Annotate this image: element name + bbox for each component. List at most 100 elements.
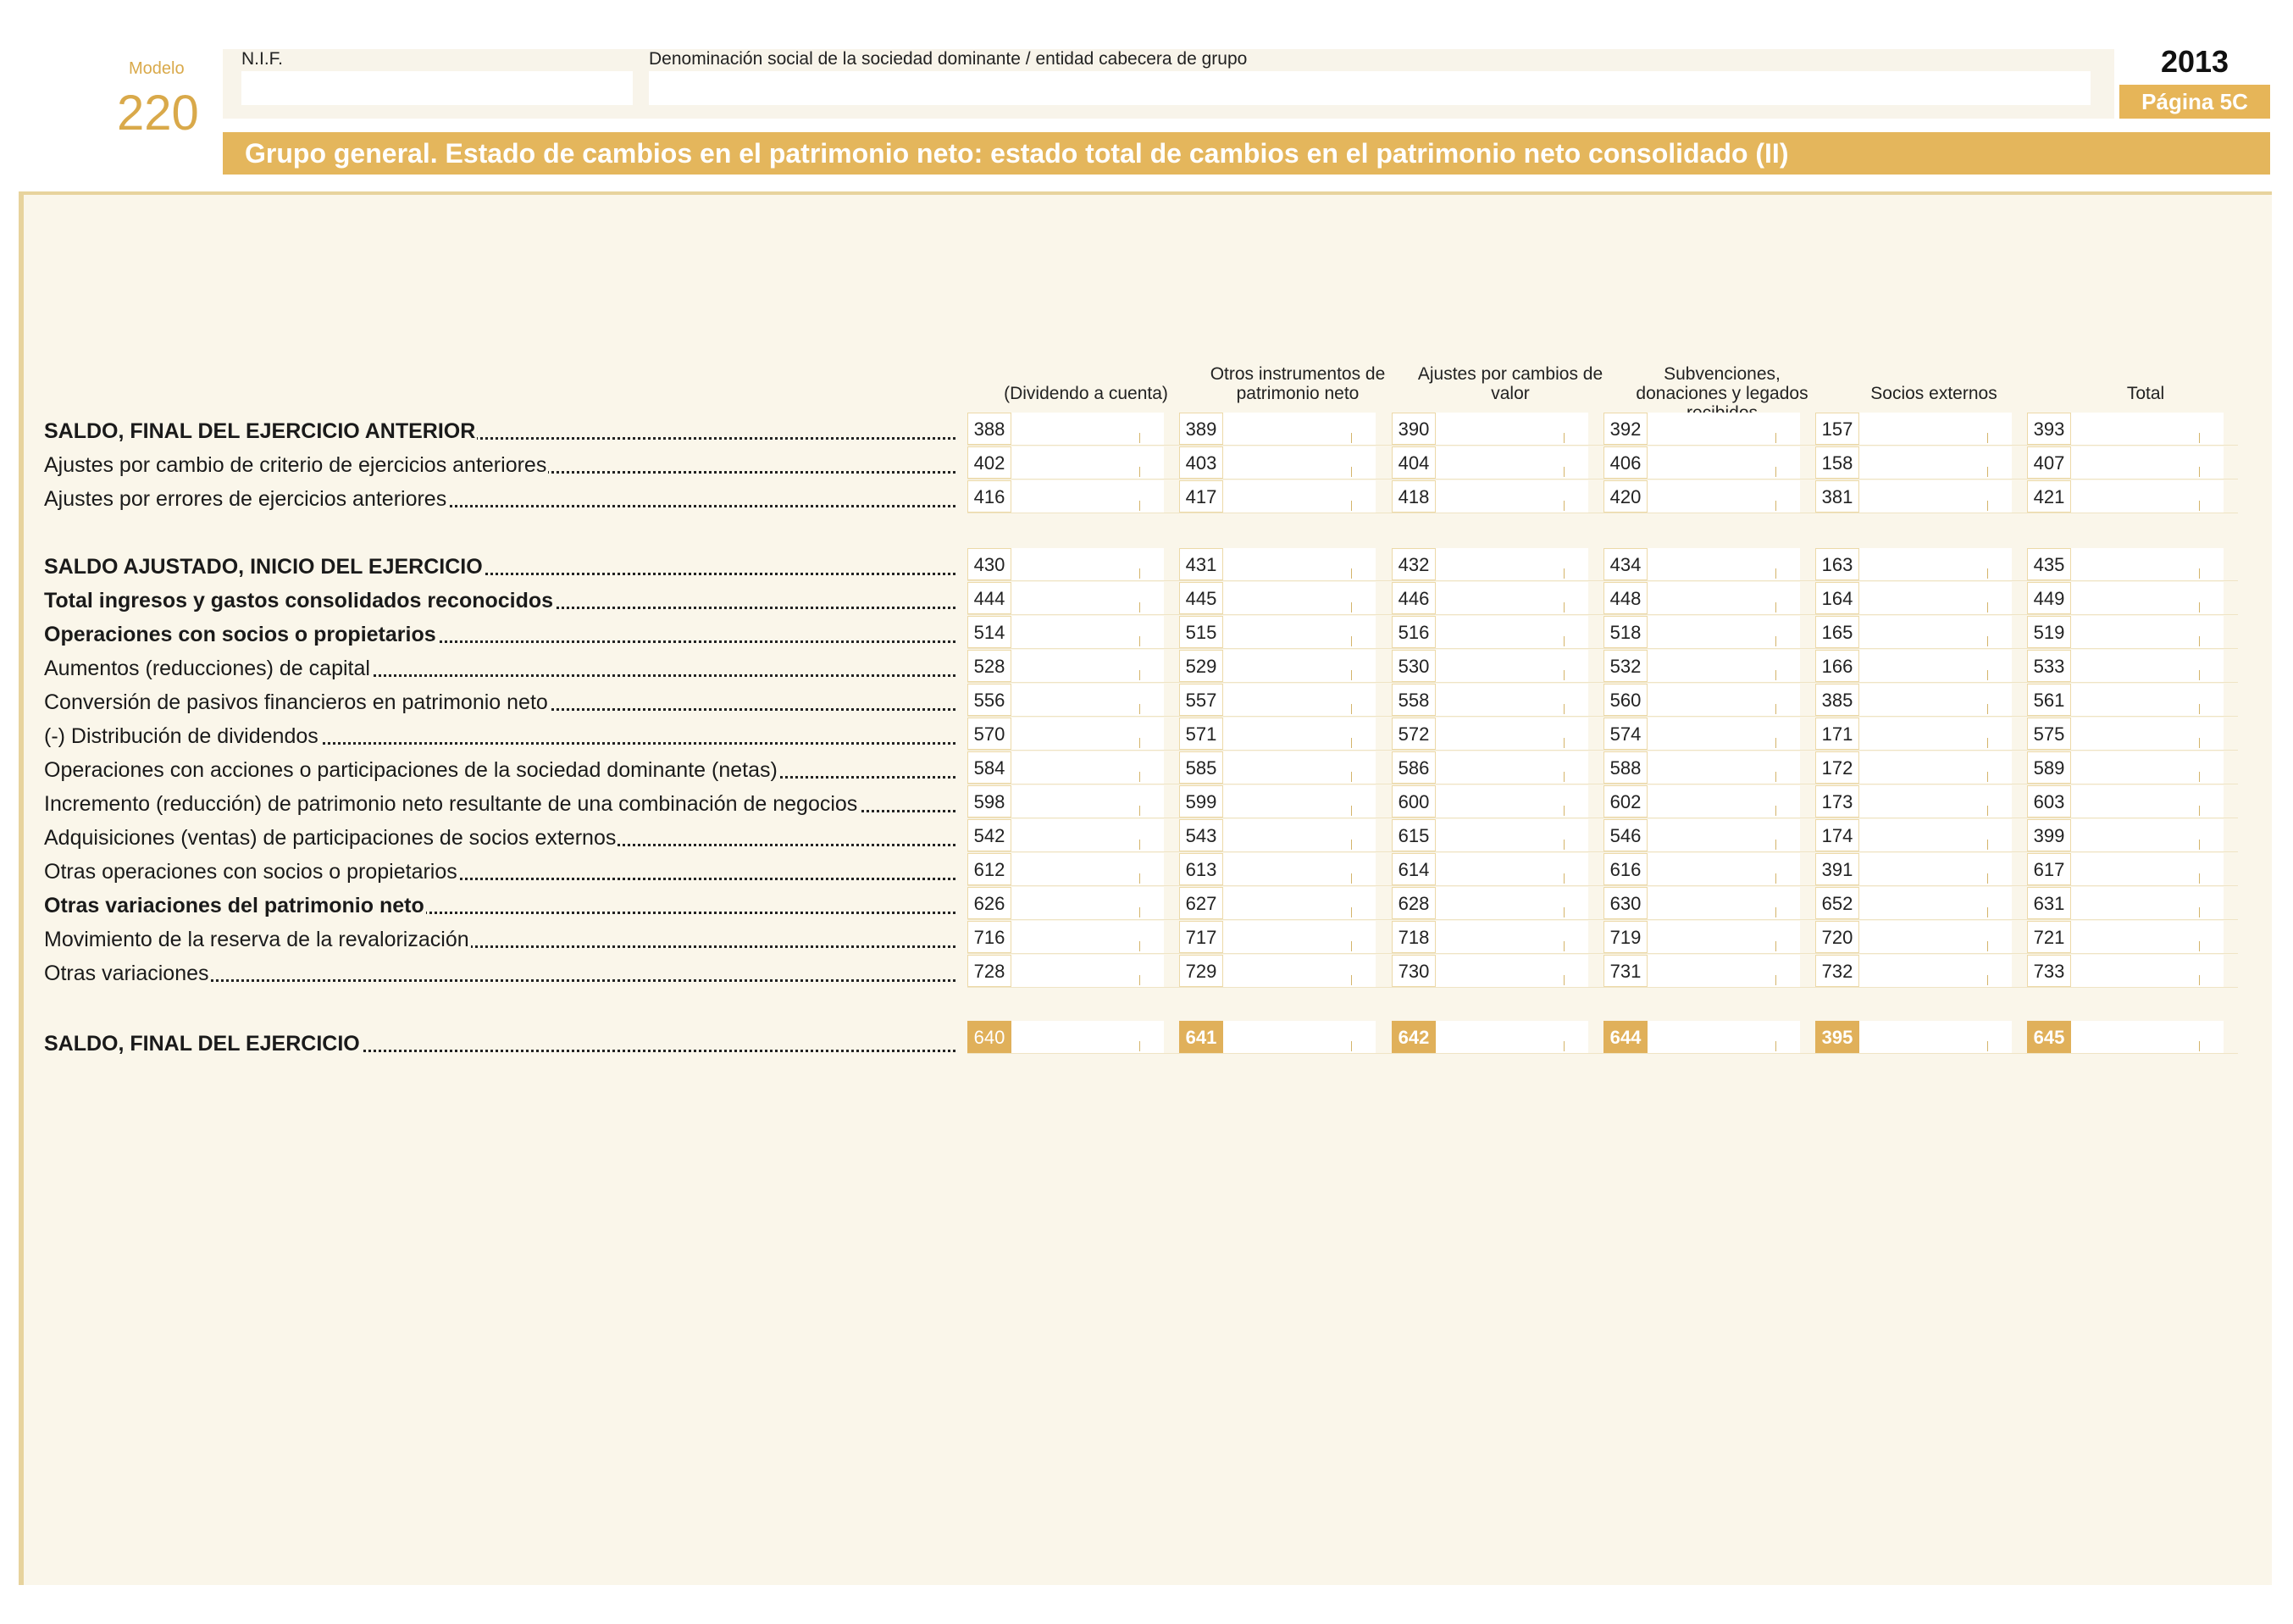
amount-cell[interactable]: 416 — [967, 480, 1164, 513]
amount-cell[interactable]: 640 — [967, 1021, 1164, 1053]
amount-cell[interactable]: 560 — [1603, 684, 1800, 716]
amount-cell[interactable]: 589 — [2027, 751, 2224, 784]
denominacion-field[interactable] — [649, 71, 2091, 105]
amount-cell[interactable]: 529 — [1179, 650, 1376, 682]
amount-cell[interactable]: 558 — [1392, 684, 1588, 716]
amount-cell[interactable]: 716 — [967, 921, 1164, 953]
amount-cell[interactable]: 421 — [2027, 480, 2224, 513]
amount-cell[interactable]: 717 — [1179, 921, 1376, 953]
amount-cell[interactable]: 532 — [1603, 650, 1800, 682]
amount-cell[interactable]: 444 — [967, 582, 1164, 614]
amount-cell[interactable]: 420 — [1603, 480, 1800, 513]
amount-cell[interactable]: 572 — [1392, 718, 1588, 750]
amount-cell[interactable]: 418 — [1392, 480, 1588, 513]
amount-cell[interactable]: 402 — [967, 446, 1164, 479]
amount-cell[interactable]: 157 — [1815, 413, 2012, 445]
amount-cell[interactable]: 399 — [2027, 819, 2224, 851]
amount-cell[interactable]: 395 — [1815, 1021, 2012, 1053]
amount-cell[interactable]: 729 — [1179, 955, 1376, 987]
amount-cell[interactable]: 728 — [967, 955, 1164, 987]
nif-field[interactable] — [241, 71, 633, 105]
amount-cell[interactable]: 600 — [1392, 785, 1588, 818]
amount-cell[interactable]: 388 — [967, 413, 1164, 445]
amount-cell[interactable]: 528 — [967, 650, 1164, 682]
amount-cell[interactable]: 446 — [1392, 582, 1588, 614]
amount-cell[interactable]: 718 — [1392, 921, 1588, 953]
amount-cell[interactable]: 616 — [1603, 853, 1800, 885]
amount-cell[interactable]: 557 — [1179, 684, 1376, 716]
amount-cell[interactable]: 435 — [2027, 548, 2224, 580]
amount-cell[interactable]: 612 — [967, 853, 1164, 885]
amount-cell[interactable]: 519 — [2027, 616, 2224, 648]
amount-cell[interactable]: 627 — [1179, 887, 1376, 919]
amount-cell[interactable]: 431 — [1179, 548, 1376, 580]
amount-cell[interactable]: 732 — [1815, 955, 2012, 987]
amount-cell[interactable]: 641 — [1179, 1021, 1376, 1053]
amount-cell[interactable]: 516 — [1392, 616, 1588, 648]
amount-cell[interactable]: 615 — [1392, 819, 1588, 851]
amount-cell[interactable]: 391 — [1815, 853, 2012, 885]
amount-cell[interactable]: 171 — [1815, 718, 2012, 750]
amount-cell[interactable]: 617 — [2027, 853, 2224, 885]
amount-cell[interactable]: 614 — [1392, 853, 1588, 885]
amount-cell[interactable]: 381 — [1815, 480, 2012, 513]
amount-cell[interactable]: 542 — [967, 819, 1164, 851]
amount-cell[interactable]: 598 — [967, 785, 1164, 818]
amount-cell[interactable]: 561 — [2027, 684, 2224, 716]
amount-cell[interactable]: 543 — [1179, 819, 1376, 851]
amount-cell[interactable]: 642 — [1392, 1021, 1588, 1053]
amount-cell[interactable]: 645 — [2027, 1021, 2224, 1053]
amount-cell[interactable]: 173 — [1815, 785, 2012, 818]
amount-cell[interactable]: 390 — [1392, 413, 1588, 445]
amount-cell[interactable]: 628 — [1392, 887, 1588, 919]
amount-cell[interactable]: 584 — [967, 751, 1164, 784]
amount-cell[interactable]: 403 — [1179, 446, 1376, 479]
amount-cell[interactable]: 166 — [1815, 650, 2012, 682]
amount-cell[interactable]: 432 — [1392, 548, 1588, 580]
amount-cell[interactable]: 626 — [967, 887, 1164, 919]
amount-cell[interactable]: 174 — [1815, 819, 2012, 851]
amount-cell[interactable]: 630 — [1603, 887, 1800, 919]
amount-cell[interactable]: 556 — [967, 684, 1164, 716]
amount-cell[interactable]: 613 — [1179, 853, 1376, 885]
amount-cell[interactable]: 571 — [1179, 718, 1376, 750]
amount-cell[interactable]: 430 — [967, 548, 1164, 580]
amount-cell[interactable]: 445 — [1179, 582, 1376, 614]
amount-cell[interactable]: 164 — [1815, 582, 2012, 614]
amount-cell[interactable]: 406 — [1603, 446, 1800, 479]
amount-cell[interactable]: 546 — [1603, 819, 1800, 851]
amount-cell[interactable]: 730 — [1392, 955, 1588, 987]
amount-cell[interactable]: 644 — [1603, 1021, 1800, 1053]
amount-cell[interactable]: 733 — [2027, 955, 2224, 987]
amount-cell[interactable]: 631 — [2027, 887, 2224, 919]
amount-cell[interactable]: 389 — [1179, 413, 1376, 445]
amount-cell[interactable]: 586 — [1392, 751, 1588, 784]
amount-cell[interactable]: 165 — [1815, 616, 2012, 648]
amount-cell[interactable]: 448 — [1603, 582, 1800, 614]
amount-cell[interactable]: 385 — [1815, 684, 2012, 716]
amount-cell[interactable]: 515 — [1179, 616, 1376, 648]
amount-cell[interactable]: 417 — [1179, 480, 1376, 513]
amount-cell[interactable]: 719 — [1603, 921, 1800, 953]
amount-cell[interactable]: 407 — [2027, 446, 2224, 479]
amount-cell[interactable]: 393 — [2027, 413, 2224, 445]
amount-cell[interactable]: 731 — [1603, 955, 1800, 987]
amount-cell[interactable]: 449 — [2027, 582, 2224, 614]
amount-cell[interactable]: 570 — [967, 718, 1164, 750]
amount-cell[interactable]: 652 — [1815, 887, 2012, 919]
amount-cell[interactable]: 720 — [1815, 921, 2012, 953]
amount-cell[interactable]: 514 — [967, 616, 1164, 648]
amount-cell[interactable]: 163 — [1815, 548, 2012, 580]
amount-cell[interactable]: 158 — [1815, 446, 2012, 479]
amount-cell[interactable]: 518 — [1603, 616, 1800, 648]
amount-cell[interactable]: 603 — [2027, 785, 2224, 818]
amount-cell[interactable]: 404 — [1392, 446, 1588, 479]
amount-cell[interactable]: 585 — [1179, 751, 1376, 784]
amount-cell[interactable]: 434 — [1603, 548, 1800, 580]
amount-cell[interactable]: 530 — [1392, 650, 1588, 682]
amount-cell[interactable]: 172 — [1815, 751, 2012, 784]
amount-cell[interactable]: 599 — [1179, 785, 1376, 818]
amount-cell[interactable]: 533 — [2027, 650, 2224, 682]
amount-cell[interactable]: 721 — [2027, 921, 2224, 953]
amount-cell[interactable]: 574 — [1603, 718, 1800, 750]
